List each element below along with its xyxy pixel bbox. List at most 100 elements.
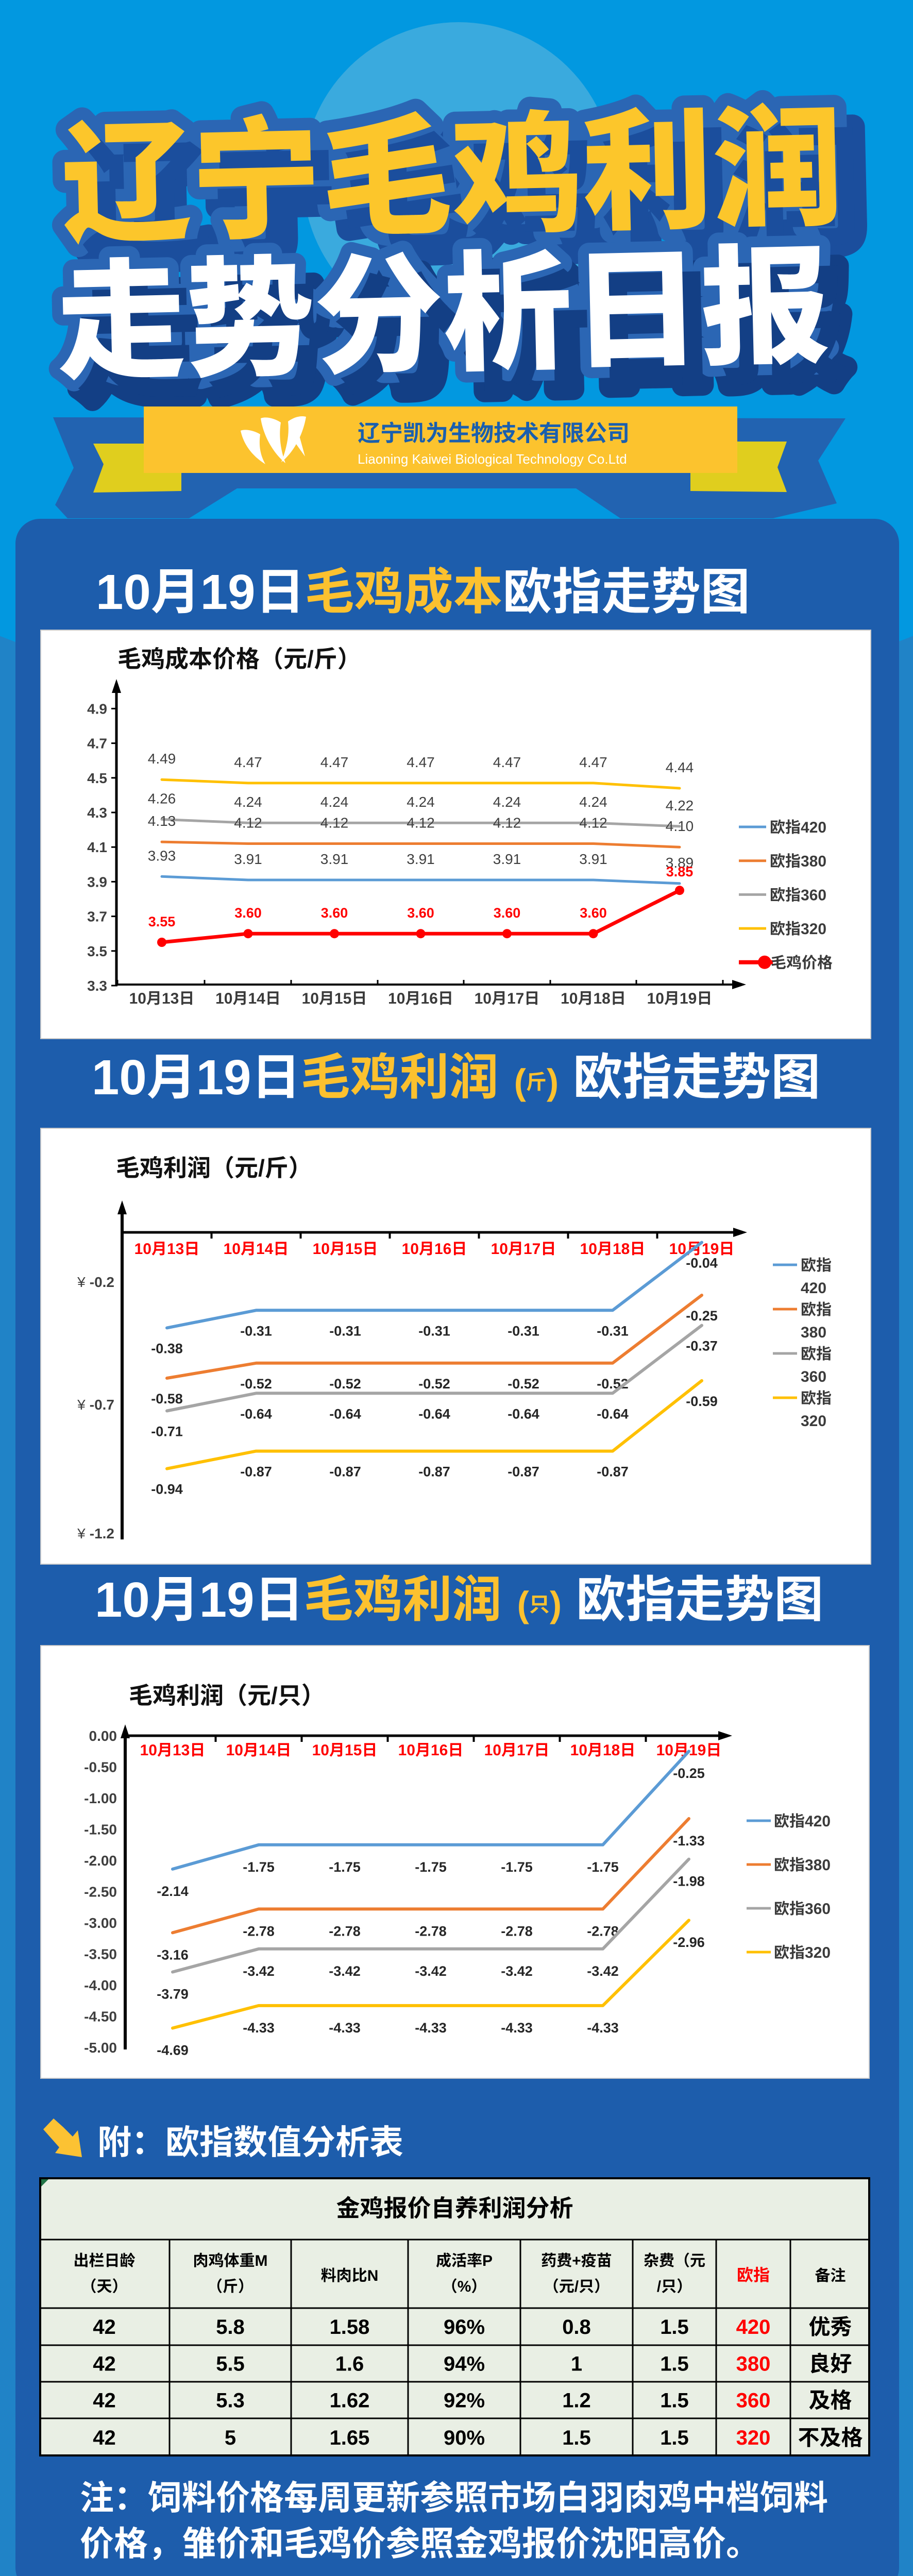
svg-text:-0.58: -0.58 [151, 1391, 183, 1406]
svg-text:92%: 92% [444, 2389, 485, 2412]
svg-text:-2.78: -2.78 [415, 1923, 447, 1939]
svg-text:-4.33: -4.33 [243, 2020, 275, 2036]
svg-text:-3.50: -3.50 [84, 1946, 117, 1962]
svg-text:-1.00: -1.00 [84, 1790, 117, 1806]
svg-text:-0.52: -0.52 [329, 1376, 361, 1392]
svg-text:-3.42: -3.42 [329, 1963, 361, 1979]
svg-text:-0.71: -0.71 [151, 1424, 183, 1439]
svg-text:4.26: 4.26 [148, 790, 176, 806]
svg-text:4.24: 4.24 [407, 794, 435, 810]
svg-text:-2.50: -2.50 [84, 1884, 117, 1900]
svg-text:-3.42: -3.42 [501, 1963, 533, 1979]
svg-text:360: 360 [801, 1368, 826, 1385]
svg-text:1.5: 1.5 [660, 2427, 689, 2449]
svg-text:4.44: 4.44 [666, 759, 694, 775]
svg-text:-5.00: -5.00 [84, 2040, 117, 2056]
svg-text:-0.87: -0.87 [418, 1464, 450, 1480]
svg-text:4.49: 4.49 [148, 751, 176, 767]
svg-text:¥-0.2: ¥ -0.2 [77, 1274, 114, 1290]
svg-text:-1.75: -1.75 [329, 1859, 361, 1875]
svg-text:-0.87: -0.87 [329, 1464, 361, 1480]
svg-text:4.12: 4.12 [579, 815, 607, 831]
svg-text:5.3: 5.3 [216, 2389, 245, 2412]
svg-text:-0.50: -0.50 [84, 1759, 117, 1775]
svg-text:4.47: 4.47 [234, 754, 262, 770]
svg-text:320: 320 [801, 1413, 826, 1430]
svg-text:-0.64: -0.64 [418, 1406, 450, 1421]
svg-text:4.47: 4.47 [493, 754, 521, 770]
svg-text:-0.38: -0.38 [151, 1341, 183, 1356]
svg-text:-0.31: -0.31 [329, 1323, 361, 1338]
svg-text:4.12: 4.12 [234, 815, 262, 831]
svg-text:-0.37: -0.37 [686, 1338, 718, 1354]
svg-text:420: 420 [801, 1280, 826, 1297]
svg-text:-1.75: -1.75 [587, 1859, 619, 1875]
svg-text:3.91: 3.91 [234, 851, 262, 867]
svg-text:4.1: 4.1 [87, 839, 107, 855]
svg-text:4.12: 4.12 [407, 815, 435, 831]
svg-text:42: 42 [93, 2316, 116, 2338]
svg-text:-0.31: -0.31 [597, 1323, 629, 1338]
svg-text:4.9: 4.9 [87, 701, 107, 717]
svg-text:-0.31: -0.31 [240, 1323, 272, 1338]
svg-text:3.55: 3.55 [148, 914, 176, 929]
svg-text:3.60: 3.60 [407, 905, 434, 921]
svg-text:4.7: 4.7 [87, 736, 107, 752]
svg-text:-4.69: -4.69 [157, 2043, 189, 2058]
svg-text:-2.96: -2.96 [673, 1935, 705, 1950]
svg-text:4.24: 4.24 [579, 794, 607, 810]
svg-text:1.6: 1.6 [335, 2353, 364, 2376]
svg-text:-0.87: -0.87 [508, 1464, 539, 1480]
svg-text:-0.64: -0.64 [508, 1406, 539, 1421]
svg-text:-0.64: -0.64 [240, 1406, 272, 1421]
svg-text:-1.98: -1.98 [673, 1874, 705, 1889]
svg-text:1.58: 1.58 [330, 2316, 370, 2338]
svg-text:96%: 96% [444, 2316, 485, 2338]
svg-text:3.85: 3.85 [666, 864, 694, 879]
svg-text:-2.78: -2.78 [501, 1923, 533, 1939]
svg-text:4.24: 4.24 [320, 794, 349, 810]
svg-text:-0.64: -0.64 [597, 1406, 629, 1421]
svg-text:1.5: 1.5 [660, 2316, 689, 2338]
svg-text:-4.00: -4.00 [84, 1977, 117, 1993]
svg-text:-0.25: -0.25 [686, 1308, 718, 1324]
svg-text:4.3: 4.3 [87, 805, 107, 821]
svg-text:4.12: 4.12 [493, 815, 521, 831]
svg-text:1.5: 1.5 [660, 2353, 689, 2376]
svg-text:0.8: 0.8 [562, 2316, 591, 2338]
svg-text:3.91: 3.91 [493, 851, 521, 867]
svg-text:4.47: 4.47 [320, 754, 349, 770]
svg-text:1.5: 1.5 [660, 2389, 689, 2412]
svg-text:-0.25: -0.25 [673, 1766, 705, 1781]
svg-text:3.93: 3.93 [148, 848, 176, 863]
svg-text:-4.33: -4.33 [415, 2020, 447, 2036]
svg-text:4.10: 4.10 [666, 818, 694, 834]
svg-text:360: 360 [736, 2389, 771, 2412]
svg-text:3.60: 3.60 [234, 905, 262, 921]
svg-text:90%: 90% [444, 2427, 485, 2449]
svg-text:-0.31: -0.31 [508, 1323, 539, 1338]
svg-text:-1.75: -1.75 [243, 1859, 275, 1875]
svg-text:4.24: 4.24 [234, 794, 262, 810]
svg-text:0.00: 0.00 [89, 1728, 117, 1744]
svg-text:-0.31: -0.31 [418, 1323, 450, 1338]
svg-text:4.47: 4.47 [407, 754, 435, 770]
svg-text:-1.50: -1.50 [84, 1822, 117, 1838]
svg-text:3.91: 3.91 [579, 851, 607, 867]
svg-text:1: 1 [571, 2353, 582, 2376]
svg-text:-0.52: -0.52 [508, 1376, 539, 1392]
svg-text:¥-1.2: ¥ -1.2 [77, 1526, 114, 1541]
svg-text:-0.87: -0.87 [597, 1464, 629, 1480]
svg-text:-4.33: -4.33 [587, 2020, 619, 2036]
svg-text:420: 420 [736, 2316, 771, 2338]
svg-text:5: 5 [225, 2427, 236, 2449]
svg-text:3.60: 3.60 [494, 905, 521, 921]
svg-text:-0.64: -0.64 [329, 1406, 361, 1421]
svg-text:4.24: 4.24 [493, 794, 521, 810]
svg-text:¥-0.7: ¥ -0.7 [77, 1397, 114, 1413]
svg-text:42: 42 [93, 2353, 116, 2376]
svg-text:3.91: 3.91 [407, 851, 435, 867]
svg-text:1.62: 1.62 [330, 2389, 370, 2412]
svg-text:4.5: 4.5 [87, 770, 107, 786]
svg-text:-0.94: -0.94 [151, 1482, 183, 1497]
